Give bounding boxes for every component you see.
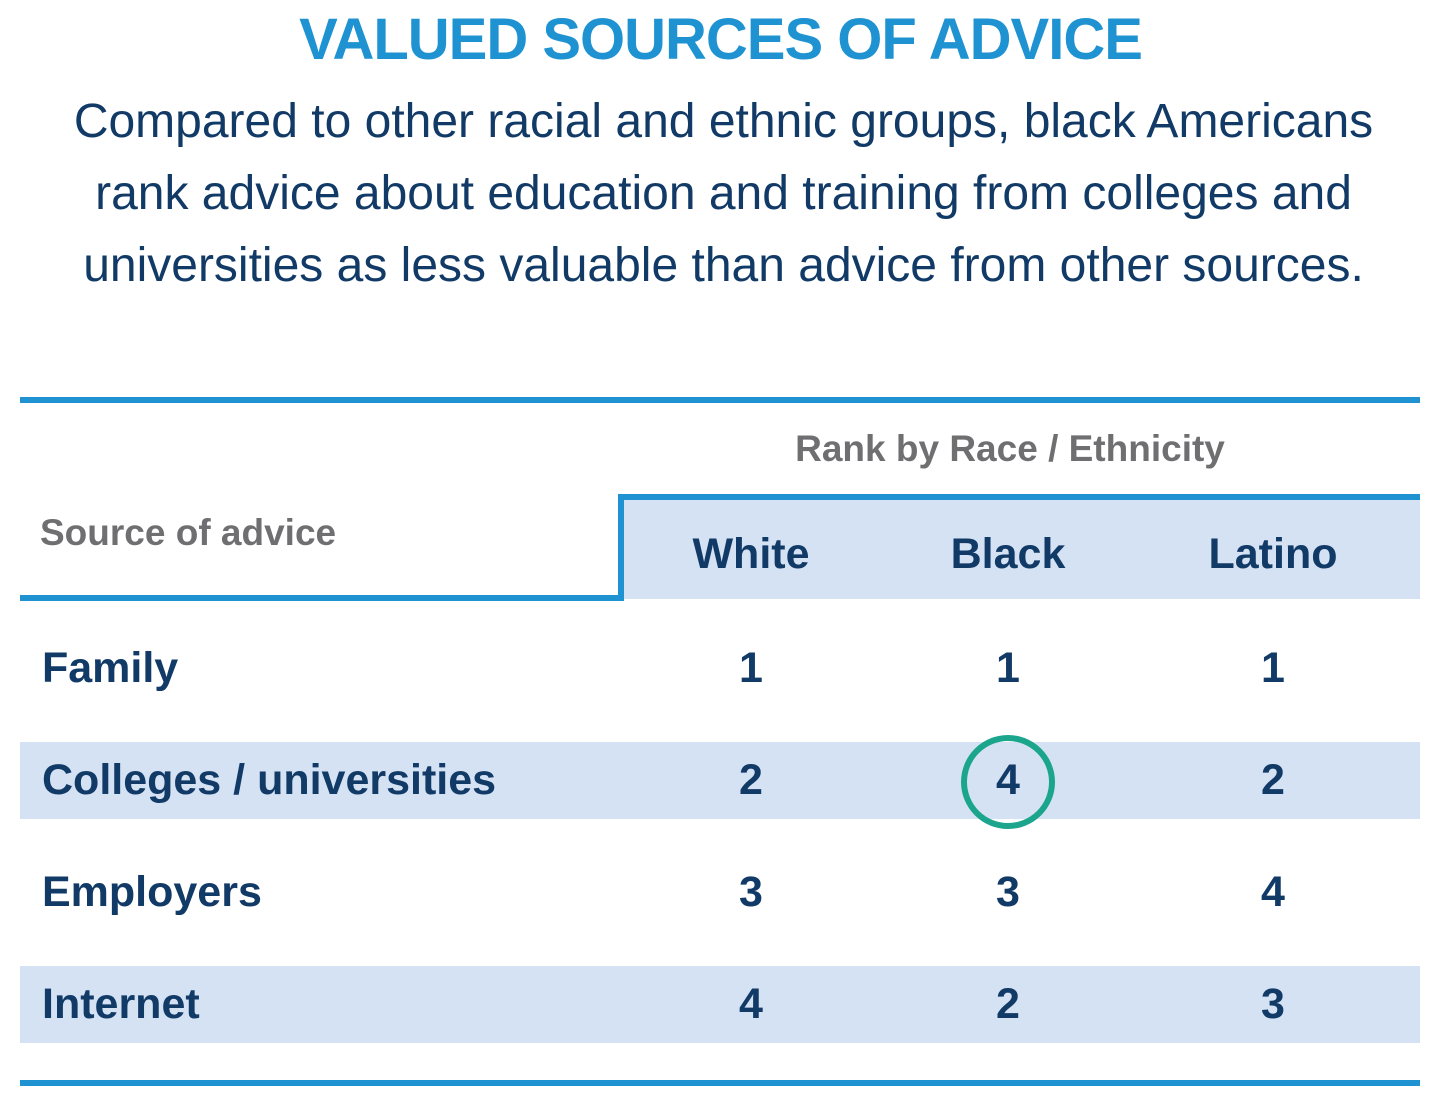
table-cell: 2 — [996, 980, 1020, 1028]
column-label-latino: Latino — [1208, 530, 1338, 578]
highlight-circle — [961, 735, 1055, 829]
subtitle-line: rank advice about education and training… — [95, 167, 1352, 220]
table-row-band — [20, 966, 1420, 1043]
table-cell: 1 — [739, 644, 763, 692]
row-header: Source of advice — [40, 512, 337, 553]
table-cell: 1 — [996, 644, 1020, 692]
table-cell: 3 — [996, 868, 1020, 916]
group-header: Rank by Race / Ethnicity — [795, 428, 1225, 469]
table-cell: 3 — [739, 868, 763, 916]
chart-title: VALUED SOURCES OF ADVICE — [299, 7, 1143, 72]
table-cell: 4 — [739, 980, 763, 1028]
row-label: Internet — [42, 980, 200, 1028]
subtitle-line: Compared to other racial and ethnic grou… — [73, 95, 1374, 148]
column-header-rule — [618, 494, 1420, 500]
chart-subtitle: Compared to other racial and ethnic grou… — [6, 86, 1441, 302]
row-label: Family — [42, 644, 179, 692]
row-label: Employers — [42, 868, 262, 916]
column-label-white: White — [692, 530, 810, 578]
table-cell: 2 — [739, 756, 763, 804]
table-cell: 3 — [1261, 980, 1285, 1028]
column-header-divider — [618, 494, 624, 601]
table-cell: 4 — [1261, 868, 1285, 916]
column-header-band — [618, 498, 1420, 599]
bottom-rule — [20, 1080, 1420, 1086]
table-cell: 2 — [1261, 756, 1285, 804]
header-rule — [20, 595, 624, 601]
column-label-black: Black — [950, 530, 1066, 578]
subtitle-line: universities as less valuable than advic… — [83, 239, 1364, 292]
row-label: Colleges / universities — [42, 756, 497, 804]
table-cell: 1 — [1261, 644, 1285, 692]
top-rule — [20, 397, 1420, 403]
table-row-band — [20, 742, 1420, 819]
